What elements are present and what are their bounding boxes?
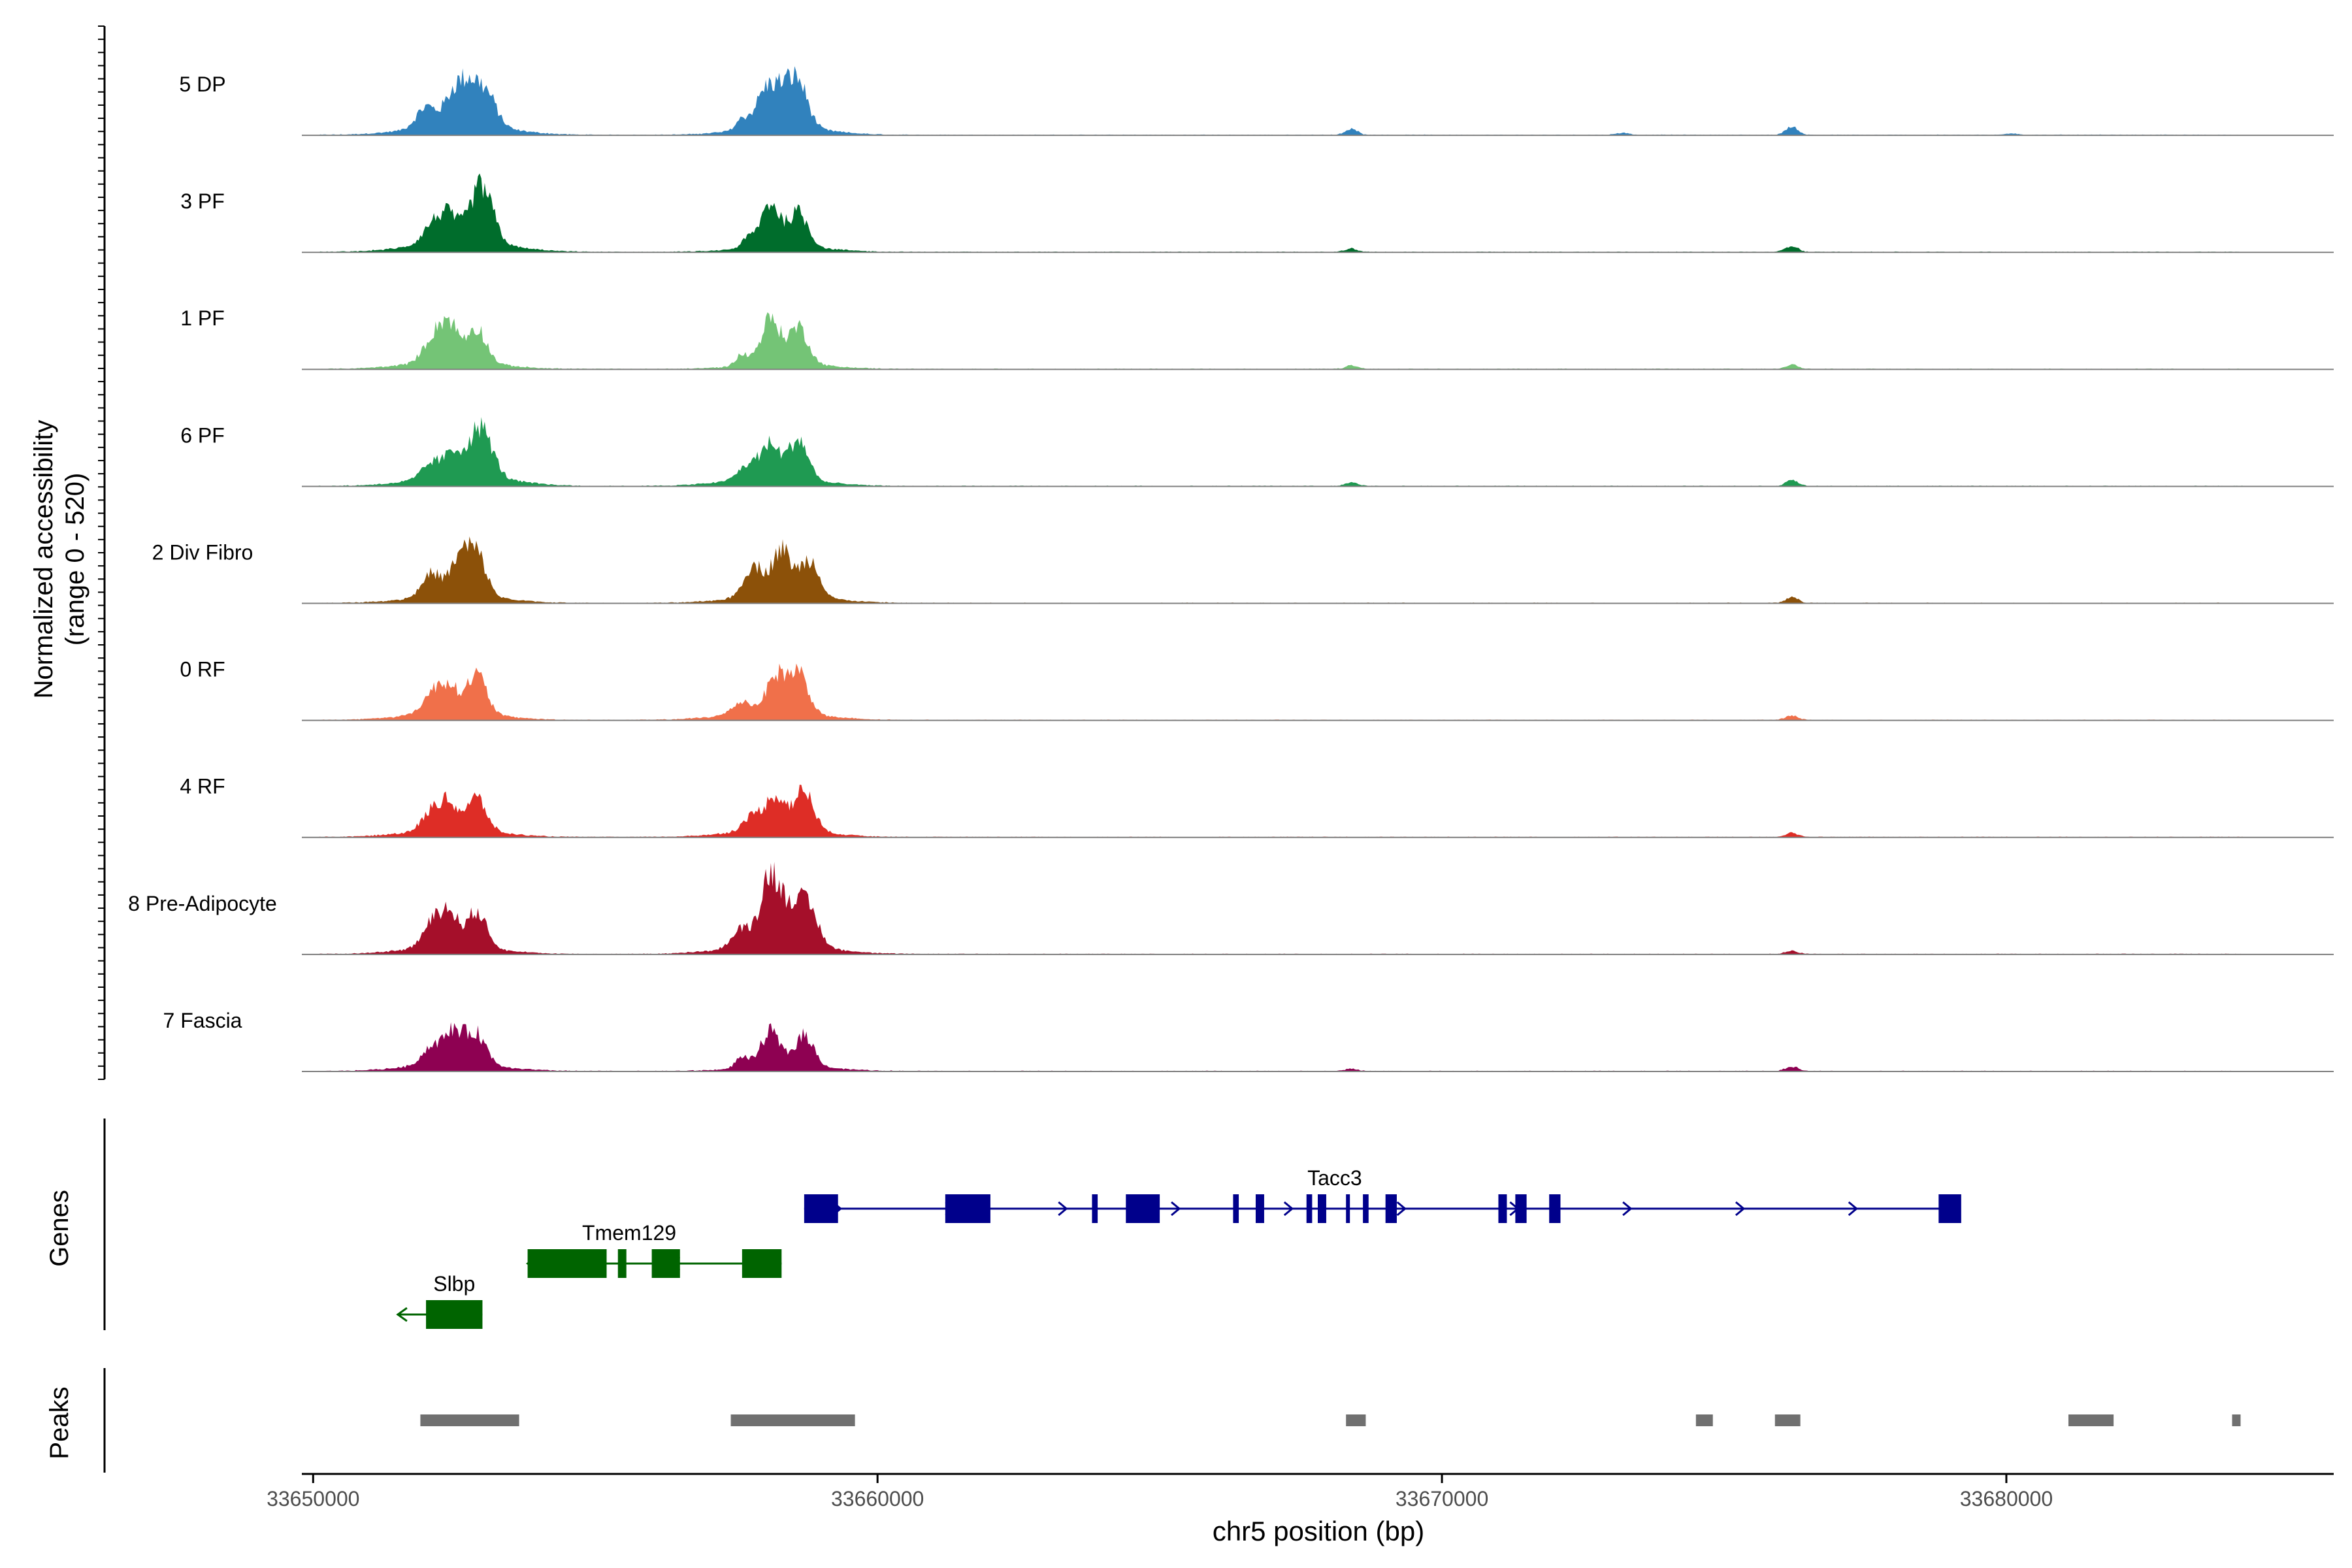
gene-slbp: Slbp bbox=[396, 1272, 483, 1329]
peak-bar bbox=[1346, 1414, 1366, 1426]
exon-block bbox=[617, 1249, 627, 1278]
exon-block bbox=[426, 1300, 483, 1329]
x-axis-title: chr5 position (bp) bbox=[1213, 1516, 1425, 1546]
peak-bar bbox=[2068, 1414, 2114, 1426]
coverage-area bbox=[318, 173, 2244, 253]
exon-block bbox=[1318, 1194, 1326, 1223]
coverage-area bbox=[318, 417, 2244, 487]
strand-arrow-icon bbox=[396, 1307, 408, 1322]
exon-block bbox=[804, 1194, 838, 1223]
strand-arrow-icon bbox=[1848, 1201, 1859, 1217]
peak-bar bbox=[420, 1414, 519, 1426]
exon-block bbox=[742, 1249, 782, 1278]
track-label: 6 PF bbox=[180, 423, 225, 447]
exon-block bbox=[1126, 1194, 1160, 1223]
track-4-rf: 4 RF bbox=[180, 775, 2334, 838]
exon-block bbox=[1938, 1194, 1961, 1223]
coverage-area bbox=[318, 862, 2244, 955]
genes-panel: Tacc3 Tmem129 Slbp bbox=[103, 1119, 1961, 1330]
coverage-panel: 5 DP 3 PF 1 PF 6 PF 2 Div Fibro 0 RF 4 RF 8 Pre… bbox=[98, 25, 2334, 1080]
genes-axis-label: Genes bbox=[45, 1190, 74, 1267]
gene-tmem129: Tmem129 bbox=[525, 1221, 782, 1278]
peaks-axis-label: Peaks bbox=[45, 1386, 74, 1459]
exon-block bbox=[1255, 1194, 1264, 1223]
coverage-area bbox=[318, 66, 2244, 136]
coverage-area bbox=[318, 312, 2244, 370]
strand-arrow-icon bbox=[1283, 1201, 1294, 1217]
coverage-area bbox=[318, 536, 2244, 604]
peak-bar bbox=[730, 1414, 855, 1426]
x-tick-label: 33660000 bbox=[831, 1487, 924, 1511]
exon-block bbox=[1363, 1194, 1369, 1223]
exon-block bbox=[1498, 1194, 1507, 1223]
track-8-pre-adipocyte: 8 Pre-Adipocyte bbox=[128, 862, 2334, 955]
coverage-area bbox=[318, 1022, 2244, 1071]
exon-block bbox=[1092, 1194, 1098, 1223]
track-3-pf: 3 PF bbox=[180, 173, 2334, 253]
track-label: 0 RF bbox=[180, 658, 225, 681]
track-6-pf: 6 PF bbox=[180, 417, 2334, 487]
strand-arrow-icon bbox=[1622, 1201, 1633, 1217]
exon-block bbox=[1306, 1194, 1313, 1223]
x-tick-label: 33670000 bbox=[1396, 1487, 1488, 1511]
exon-block bbox=[1515, 1194, 1527, 1223]
y-axis-label-line2: (range 0 - 520) bbox=[61, 473, 90, 646]
track-0-rf: 0 RF bbox=[180, 658, 2334, 721]
strand-arrow-icon bbox=[1058, 1201, 1068, 1217]
coverage-area bbox=[318, 785, 2244, 838]
track-label: 8 Pre-Adipocyte bbox=[128, 892, 277, 915]
track-label: 4 RF bbox=[180, 775, 225, 798]
exon-block bbox=[1346, 1194, 1350, 1223]
peak-bar bbox=[2232, 1414, 2241, 1426]
coverage-area bbox=[318, 663, 2244, 721]
track-label: 3 PF bbox=[180, 189, 225, 213]
track-label: 2 Div Fibro bbox=[152, 540, 253, 564]
track-label: 5 DP bbox=[179, 73, 225, 96]
exon-block bbox=[1233, 1194, 1239, 1223]
strand-arrow-icon bbox=[1396, 1201, 1407, 1217]
x-tick-label: 33650000 bbox=[267, 1487, 359, 1511]
gene-tacc3: Tacc3 bbox=[804, 1166, 1961, 1223]
gene-label: Tacc3 bbox=[1307, 1166, 1362, 1190]
track-5-dp: 5 DP bbox=[179, 66, 2334, 137]
exon-block bbox=[1385, 1194, 1397, 1223]
x-tick-label: 33680000 bbox=[1960, 1487, 2053, 1511]
track-7-fascia: 7 Fascia bbox=[163, 1009, 2334, 1072]
x-axis: 33650000 33660000 33670000 33680000 bbox=[267, 1473, 2334, 1511]
gene-label: Slbp bbox=[433, 1272, 475, 1296]
y-axis-label-line1: Normalized accessibility bbox=[29, 420, 58, 699]
strand-arrow-icon bbox=[1735, 1201, 1746, 1217]
peak-bar bbox=[1774, 1414, 1801, 1426]
strand-arrow-icon bbox=[1171, 1201, 1181, 1217]
track-label: 7 Fascia bbox=[163, 1009, 242, 1032]
exon-block bbox=[527, 1249, 607, 1278]
exon-block bbox=[945, 1194, 990, 1223]
exon-block bbox=[1549, 1194, 1561, 1223]
peak-bar bbox=[1695, 1414, 1713, 1426]
gene-label: Tmem129 bbox=[582, 1221, 676, 1245]
exon-block bbox=[651, 1249, 680, 1278]
track-2-div-fibro: 2 Div Fibro bbox=[152, 536, 2334, 604]
track-1-pf: 1 PF bbox=[180, 306, 2334, 370]
track-label: 1 PF bbox=[180, 306, 225, 330]
peaks-panel bbox=[103, 1368, 2241, 1473]
